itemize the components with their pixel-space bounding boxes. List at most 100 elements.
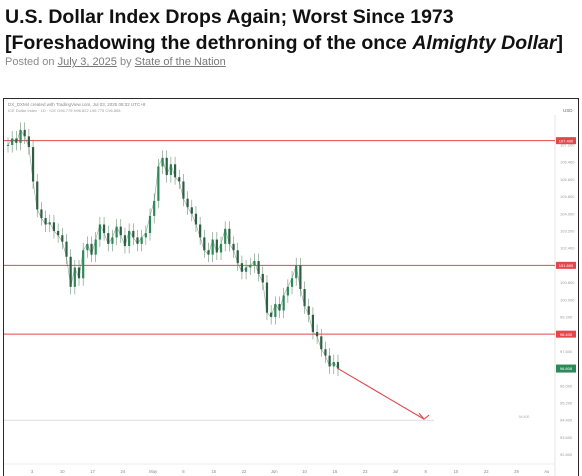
x-tick-label: 10 bbox=[302, 469, 307, 474]
candle-body bbox=[90, 243, 93, 255]
x-tick-label: 22 bbox=[242, 469, 247, 474]
candle-body bbox=[36, 181, 39, 210]
candle-body bbox=[119, 226, 122, 236]
price-line bbox=[7, 129, 339, 369]
resistance-price-label: 101.600 bbox=[559, 263, 574, 268]
candle-body bbox=[65, 241, 68, 257]
chart-currency-label: USD bbox=[563, 108, 573, 113]
candle-body bbox=[15, 138, 18, 143]
candle-body bbox=[19, 129, 22, 143]
candle-body bbox=[207, 250, 210, 255]
candle-body bbox=[236, 250, 239, 264]
x-tick-label: 17 bbox=[90, 469, 95, 474]
candle-body bbox=[211, 239, 214, 255]
y-tick-label: 95.200 bbox=[560, 400, 573, 405]
candle-body bbox=[44, 218, 47, 225]
posted-on-label: Posted on bbox=[5, 56, 58, 68]
y-tick-label: 100.800 bbox=[560, 280, 575, 285]
candle-body bbox=[199, 224, 202, 238]
y-tick-label: 107.200 bbox=[560, 142, 575, 147]
author-link[interactable]: State of the Nation bbox=[134, 56, 226, 68]
x-tick-label: Jul bbox=[393, 469, 398, 474]
x-tick-label: 15 bbox=[454, 469, 459, 474]
candle-body bbox=[311, 314, 315, 332]
candle-body bbox=[86, 243, 89, 251]
candle-body bbox=[140, 237, 143, 244]
candle-body bbox=[61, 235, 64, 242]
target-price-label: 94.400 bbox=[560, 418, 573, 423]
post-title: U.S. Dollar Index Drops Again; Worst Sin… bbox=[5, 4, 575, 56]
y-tick-label: 99.200 bbox=[560, 314, 573, 319]
candle-body bbox=[315, 332, 319, 337]
y-tick-label: 93.600 bbox=[560, 435, 573, 440]
candle-body bbox=[261, 273, 264, 283]
chart-ohlc-text: ICE Dollar Index · 1D · ICE O96.775 H96.… bbox=[8, 108, 121, 113]
candle-body bbox=[52, 222, 56, 231]
candle-body bbox=[320, 336, 323, 350]
candle-body bbox=[290, 278, 294, 287]
x-tick-label: 15 bbox=[211, 469, 216, 474]
x-tick-label: Jun bbox=[271, 469, 278, 474]
candle-body bbox=[107, 233, 110, 244]
candle-body bbox=[169, 164, 172, 176]
candle-body bbox=[11, 138, 14, 145]
candle-body bbox=[219, 243, 223, 253]
resistance-price-label: 98.400 bbox=[560, 332, 573, 337]
candle-body bbox=[240, 263, 244, 272]
candle-body bbox=[148, 215, 152, 234]
y-tick-label: 92.800 bbox=[560, 452, 573, 457]
candle-body bbox=[73, 267, 76, 287]
chart-header-text: DX_DXM4 created with TradingView.com, Ju… bbox=[8, 102, 146, 107]
candle-body bbox=[173, 164, 177, 178]
candle-body bbox=[27, 136, 30, 148]
candle-body bbox=[94, 239, 97, 255]
last-price-label: 96.808 bbox=[560, 366, 573, 371]
forecast-arrow-head bbox=[418, 412, 430, 420]
candle-body bbox=[332, 362, 335, 367]
candle-body bbox=[274, 304, 277, 317]
y-tick-label: 104.800 bbox=[560, 194, 575, 199]
candle-body bbox=[203, 237, 206, 251]
post-title-line2-prefix: [Foreshadowing the dethroning of the onc… bbox=[5, 32, 413, 54]
x-tick-label: May bbox=[149, 469, 158, 474]
chart-header-bg bbox=[4, 99, 578, 115]
candle-body bbox=[128, 230, 131, 246]
candle-body bbox=[215, 239, 218, 253]
x-tick-label: 8 bbox=[424, 469, 427, 474]
candle-body bbox=[194, 213, 198, 225]
candle-body bbox=[336, 362, 340, 369]
candle-body bbox=[123, 235, 127, 246]
candle-body bbox=[31, 147, 35, 182]
x-tick-label: 3 bbox=[31, 469, 34, 474]
candle-body bbox=[6, 144, 10, 146]
candle-body bbox=[186, 198, 189, 208]
post-title-line1: U.S. Dollar Index Drops Again; Worst Sin… bbox=[5, 6, 454, 28]
post-title-line2-emphasis: Almighty Dollar bbox=[412, 32, 557, 54]
candle-body bbox=[157, 166, 160, 201]
dollar-index-chart: DX_DXM4 created with TradingView.com, Ju… bbox=[4, 99, 578, 476]
candle-body bbox=[249, 265, 252, 268]
x-tick-label: 22 bbox=[484, 469, 489, 474]
x-tick-label: 10 bbox=[60, 469, 65, 474]
forecast-arrow-line bbox=[337, 368, 425, 420]
x-tick-label: 29 bbox=[514, 469, 519, 474]
resistance-price-tag bbox=[556, 330, 576, 338]
candle-body bbox=[69, 256, 72, 287]
candle-body bbox=[278, 304, 281, 311]
candle-body bbox=[57, 230, 60, 236]
candle-body bbox=[144, 233, 147, 238]
y-tick-label: 103.200 bbox=[560, 228, 575, 233]
target-level-marker: 94.400 bbox=[519, 415, 530, 419]
x-tick-label: 8 bbox=[182, 469, 185, 474]
candle-body bbox=[165, 157, 168, 176]
candle-body bbox=[153, 200, 156, 216]
candle-body bbox=[228, 228, 231, 244]
candle-body bbox=[82, 250, 85, 279]
candle-body bbox=[244, 267, 248, 272]
candle-body bbox=[295, 265, 298, 279]
candle-body bbox=[23, 129, 26, 137]
candle-body bbox=[253, 261, 256, 266]
y-tick-label: 100.000 bbox=[560, 297, 575, 302]
candle-body bbox=[48, 222, 51, 225]
post-date-link[interactable]: July 3, 2025 bbox=[57, 56, 117, 68]
